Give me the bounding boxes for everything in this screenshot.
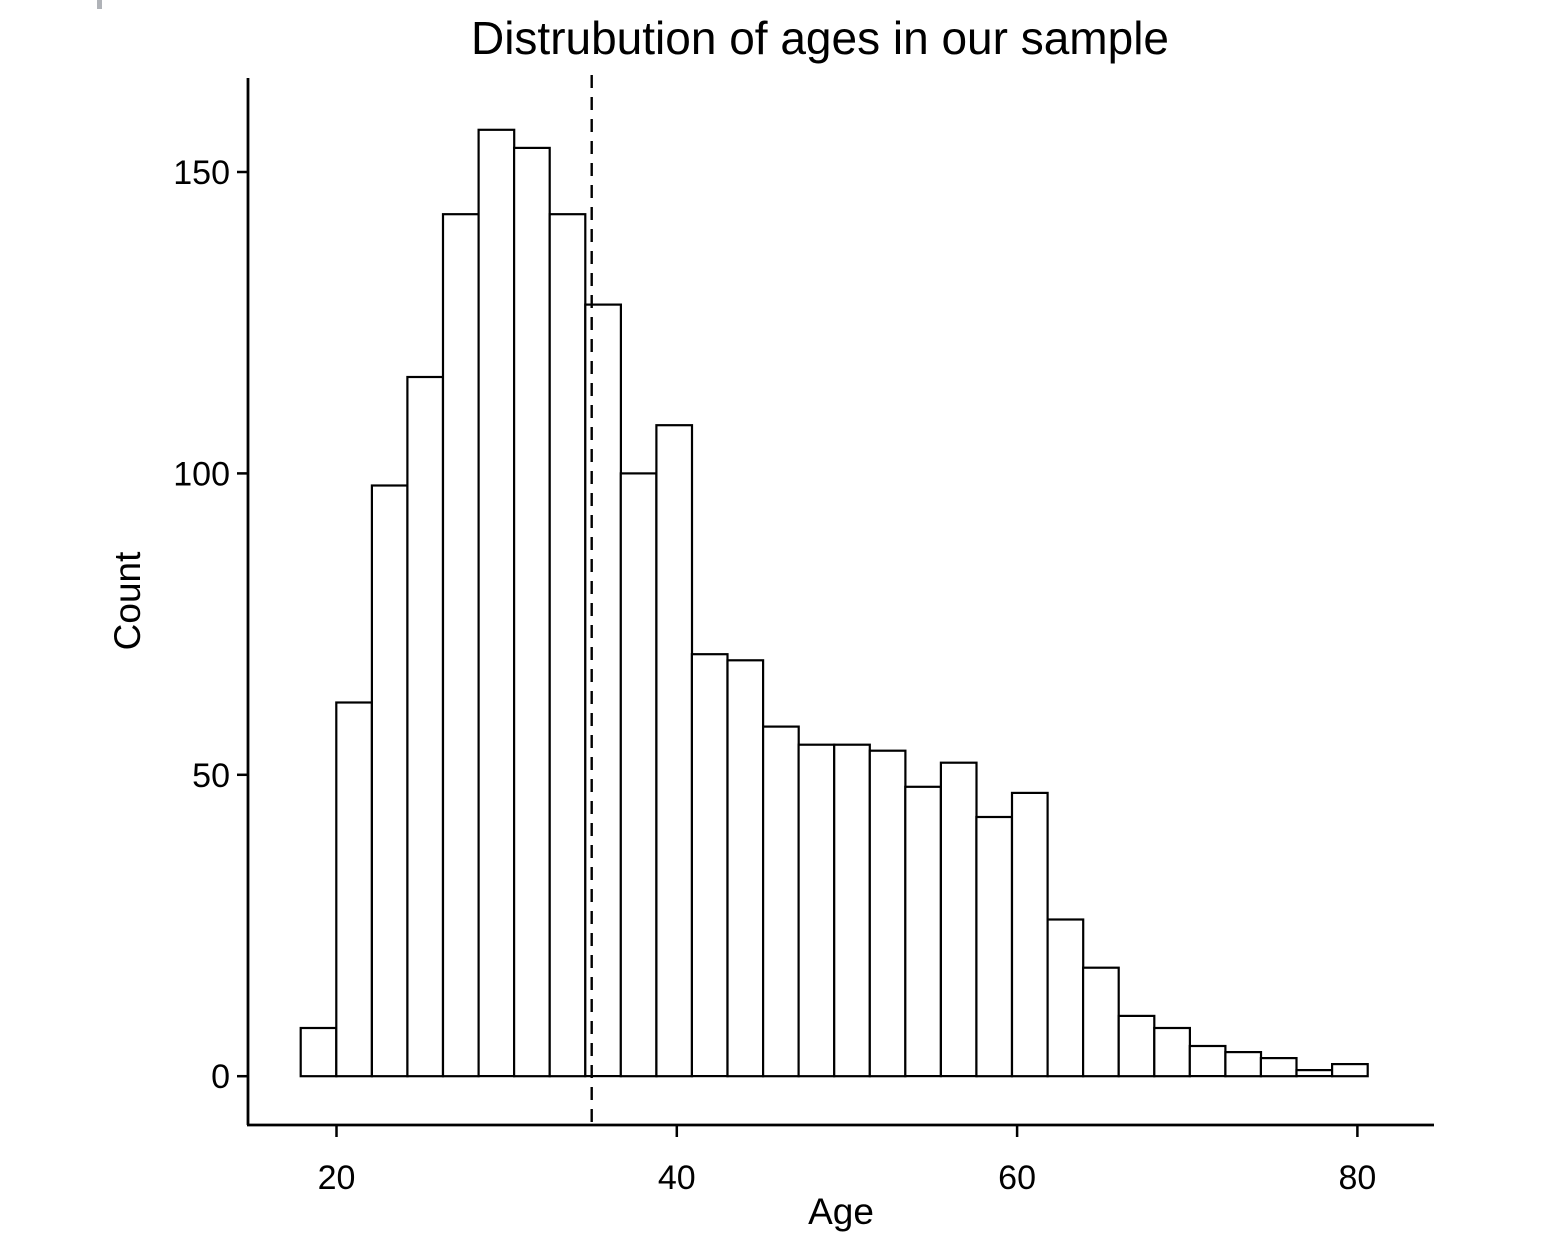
histogram-bar [406,375,445,1078]
histogram-bar [512,146,551,1078]
histogram-bar [441,213,480,1078]
x-tick-label: 80 [1338,1159,1376,1197]
histogram-bar [548,213,587,1078]
histogram-bar [1259,1056,1298,1078]
axes-layer [246,78,1434,1127]
histogram-bar [797,743,836,1078]
histogram-bar [1330,1062,1369,1078]
chart-title: Distrubution of ages in our sample [471,12,1169,64]
histogram-bar [761,725,800,1078]
x-axis-label: Age [808,1191,874,1232]
histogram-bar [833,743,871,1078]
histogram-bar [904,785,942,1078]
histogram-bar [335,701,373,1078]
y-tick-label: 150 [173,154,230,192]
x-tick-label: 60 [998,1159,1036,1197]
y-tick-label: 0 [211,1058,230,1096]
histogram-bar [619,472,658,1078]
histogram-bar [975,815,1014,1078]
histogram-bar [1224,1050,1263,1078]
histogram-bar [477,128,516,1078]
histogram-bar [1153,1026,1192,1078]
histogram-bar [939,761,978,1078]
y-tick-label: 100 [173,455,230,493]
histogram-bar [1081,966,1120,1078]
histogram-bar [868,749,907,1078]
histogram-bar [299,1026,338,1078]
histogram-bar [370,484,409,1078]
histogram-bar [1046,918,1085,1078]
bars-layer [299,128,1369,1078]
histogram-bar [1295,1068,1334,1078]
histogram-bar [655,424,694,1078]
x-tick-label: 40 [658,1159,696,1197]
y-tick-label: 50 [192,757,230,795]
screen-artifact [97,0,102,9]
x-tick-label: 20 [318,1159,356,1197]
tick-layer: 0 50 100 150 20 40 60 80 [173,154,1376,1197]
histogram-bar [1117,1014,1156,1078]
histogram-bar [1010,791,1049,1078]
histogram-bar [726,659,765,1078]
histogram-bar [1188,1044,1227,1078]
histogram-bar [690,653,729,1078]
y-axis-label: Count [107,551,148,650]
